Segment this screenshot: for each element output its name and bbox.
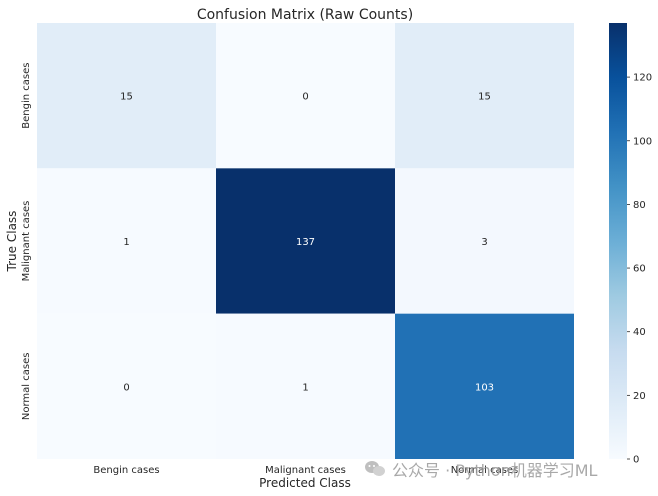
cell-value-label: 15 [478,92,491,103]
y-tick-labels: Bengin cases Malignant cases Normal cases [21,63,32,421]
colorbar-tick-label: 80 [633,200,646,211]
colorbar-tick-label: 60 [633,264,646,275]
heatmap-cell [216,168,395,314]
heatmap-cell [216,23,395,169]
cell-value-label: 0 [302,92,308,103]
heatmap-cell [216,313,395,459]
wechat-icon [365,461,385,476]
heatmap-cell [37,168,216,314]
heatmap-cell [395,168,574,314]
heatmap-cell [37,23,216,169]
colorbar-tick-label: 120 [633,73,652,84]
colorbar-ticks: 0 20 40 60 80 100 120 [627,73,652,466]
heatmap-cell [395,23,574,169]
colorbar-tick-label: 0 [633,455,639,466]
cell-value-label: 15 [120,92,133,103]
chart-title: Confusion Matrix (Raw Counts) [197,7,413,23]
y-axis-label: True Class [5,211,19,273]
x-axis-label: Predicted Class [259,476,351,490]
y-tick-label: Normal cases [21,353,32,421]
cell-value-label: 1 [123,237,129,248]
colorbar [609,23,627,459]
colorbar-tick-label: 100 [633,136,652,147]
cell-value-label: 1 [302,382,308,393]
watermark: 公众号 · Python机器学习ML [364,457,654,481]
x-tick-labels: Bengin cases Malignant cases Normal cases [93,465,518,476]
cell-value-label: 0 [123,382,129,393]
cell-value-label: 3 [481,237,487,248]
y-tick-label: Bengin cases [21,63,32,129]
x-tick-label: Bengin cases [93,465,159,476]
heatmap-cell [37,313,216,459]
colorbar-tick-label: 40 [633,327,646,338]
watermark-text: 公众号 · Python机器学习ML [392,461,598,480]
y-tick-label: Malignant cases [21,201,32,282]
cell-value-label: 103 [475,382,494,393]
x-tick-label: Malignant cases [265,465,346,476]
x-tick-label: Normal cases [451,465,519,476]
heatmap-cell [395,313,574,459]
cell-value-label: 137 [296,237,315,248]
heatmap-cells: 15 0 15 1 137 3 0 1 103 [37,23,574,459]
colorbar-tick-label: 20 [633,391,646,402]
